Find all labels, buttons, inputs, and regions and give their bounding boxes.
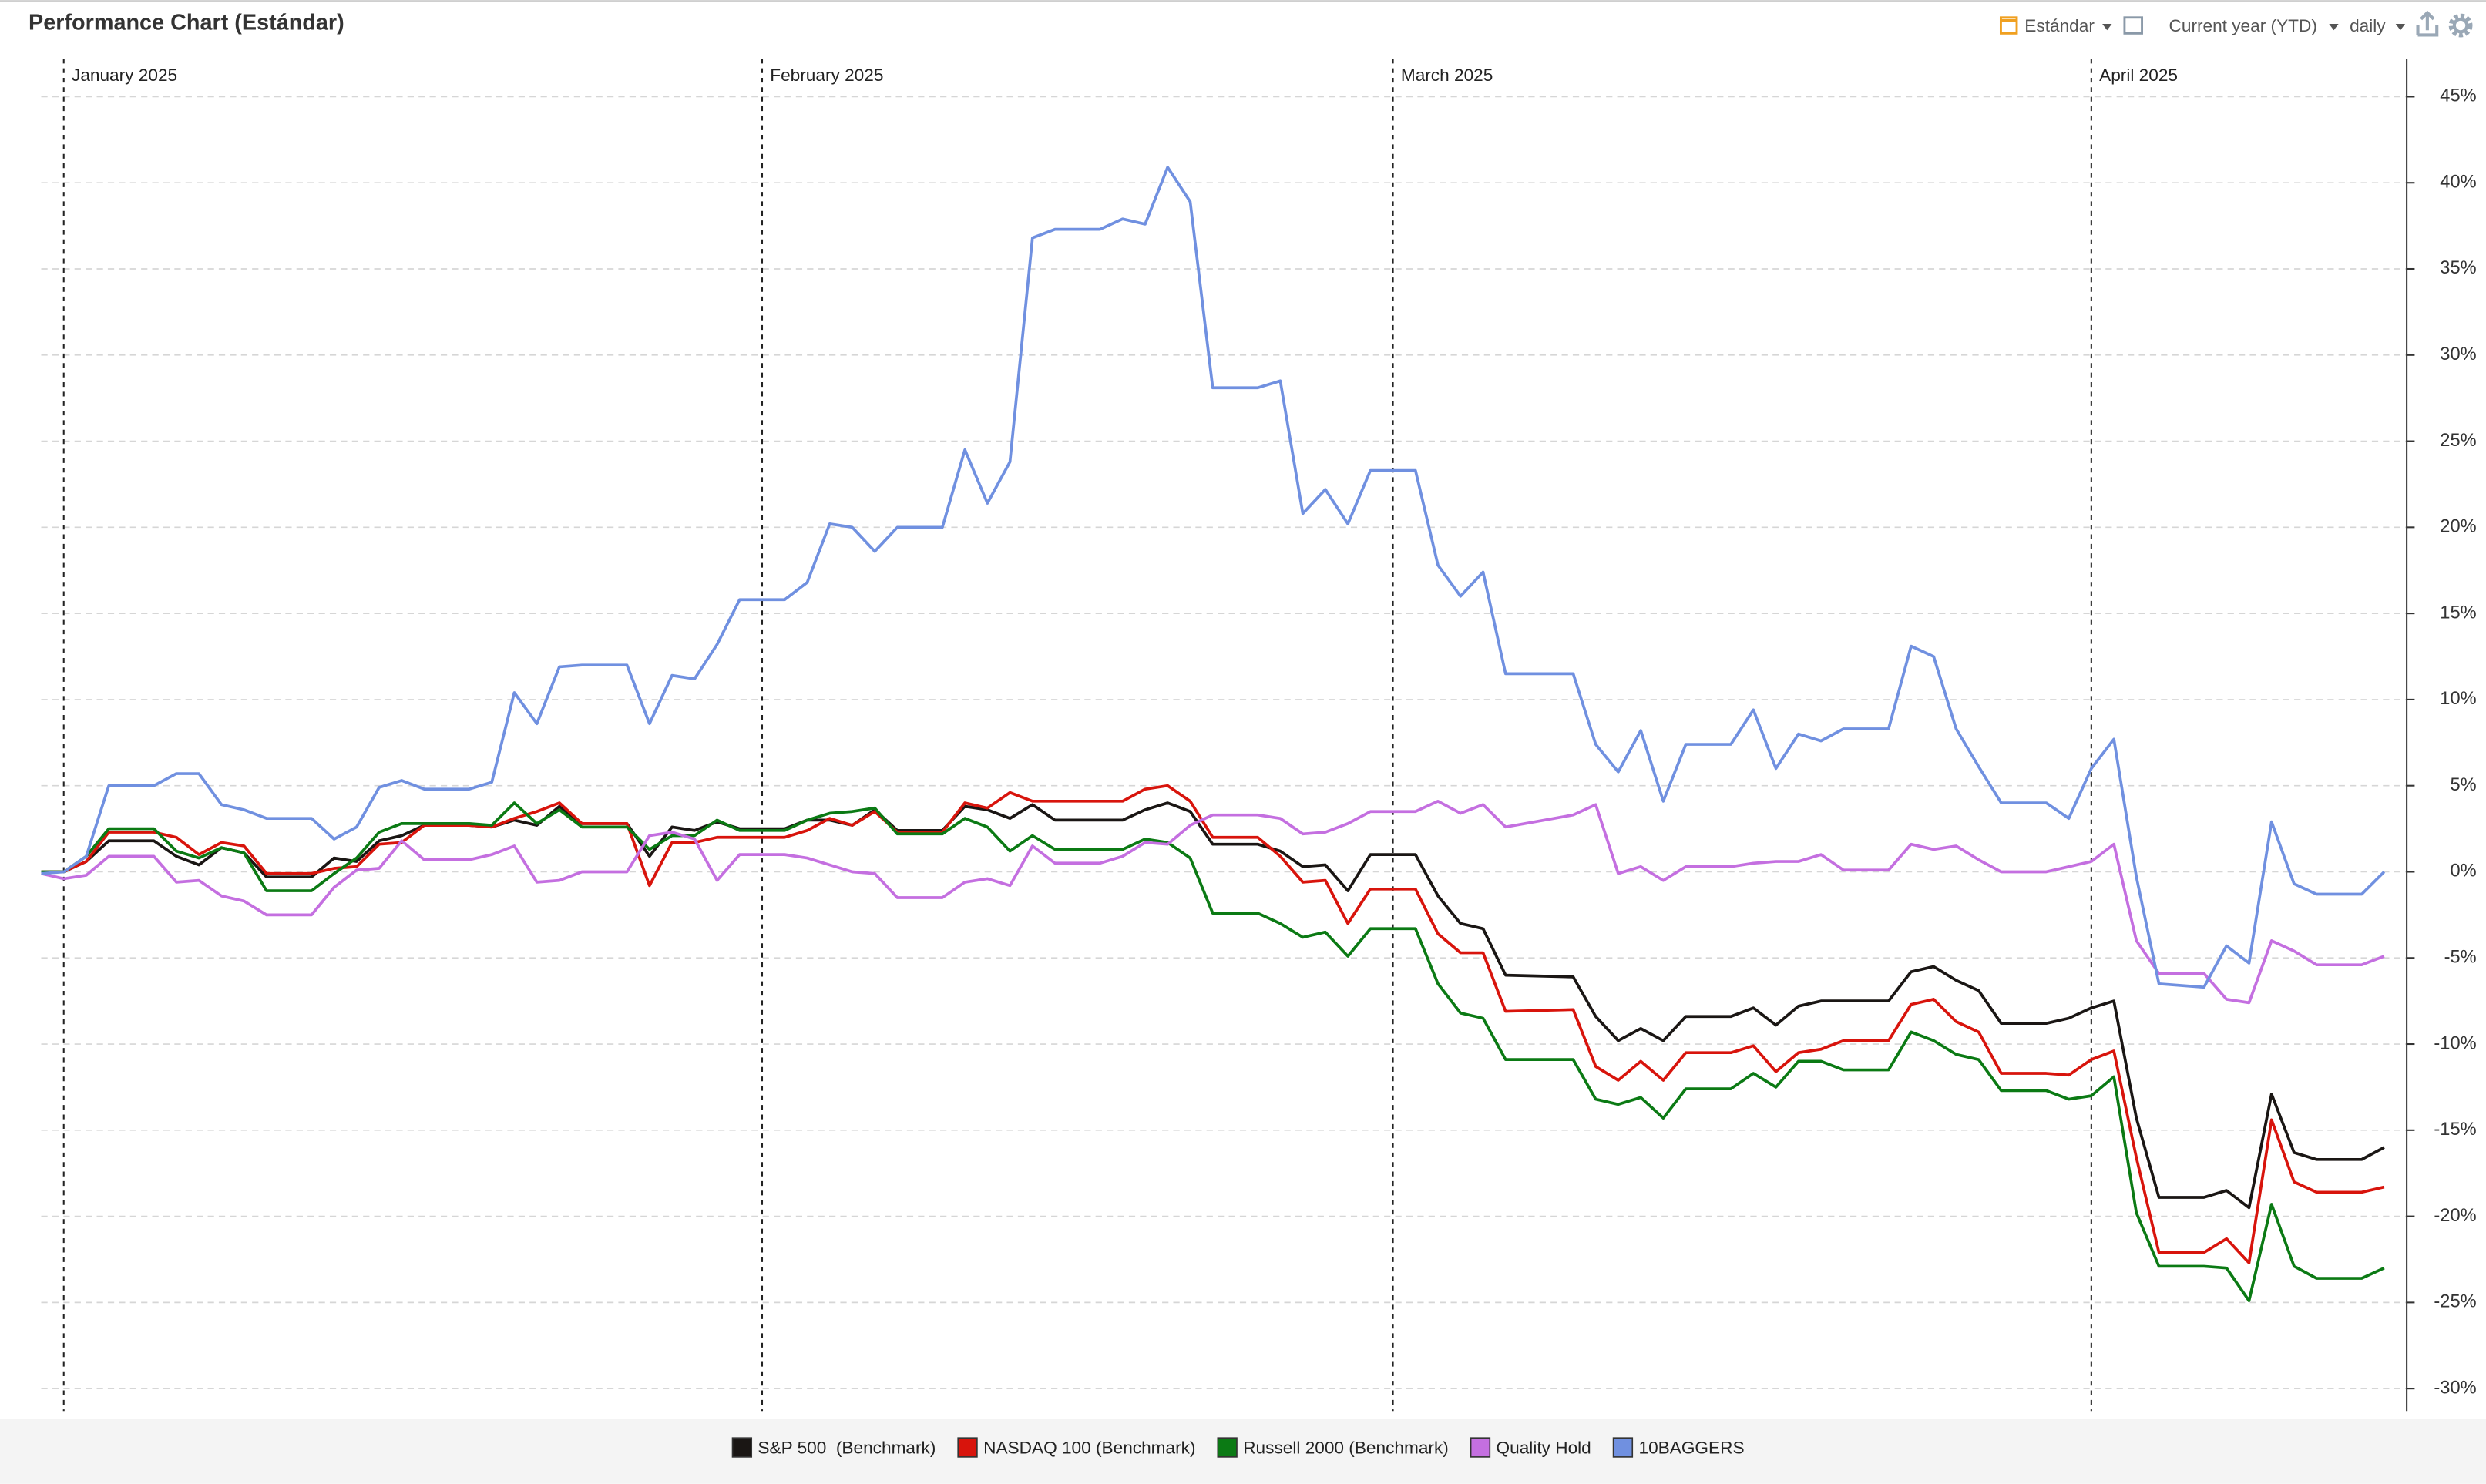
x-tick-label: April 2025 xyxy=(2099,65,2178,85)
view-label: Estándar xyxy=(2024,16,2095,35)
gear-teeth xyxy=(2448,13,2473,38)
legend-label: Russell 2000 (Benchmark) xyxy=(1243,1439,1449,1458)
legend-label: 10BAGGERS xyxy=(1638,1439,1744,1458)
y-tick-label: 15% xyxy=(2440,603,2476,623)
dropdown-caret xyxy=(2329,23,2339,31)
y-tick-label: -10% xyxy=(2434,1033,2476,1053)
series-line xyxy=(41,801,2385,1303)
series-lines xyxy=(41,166,2386,1303)
y-tick-label: 45% xyxy=(2440,86,2476,106)
export-icon[interactable] xyxy=(2416,10,2439,37)
period-label: Current year (YTD) xyxy=(2169,16,2317,35)
y-tick-label: -15% xyxy=(2434,1120,2476,1140)
settings-icon[interactable] xyxy=(2448,13,2473,38)
period-icon xyxy=(2123,16,2143,35)
grid: January 2025 February 2025 March 2025 April… xyxy=(41,59,2407,1412)
period-selector[interactable]: Current year (YTD) xyxy=(2123,16,2339,35)
calendar-icon xyxy=(1999,16,2018,35)
interval-selector[interactable]: daily xyxy=(2350,16,2406,35)
y-tick-label: -25% xyxy=(2434,1292,2476,1312)
series-line xyxy=(41,784,2385,1264)
y-tick-label: -5% xyxy=(2444,948,2477,968)
legend-swatch xyxy=(1217,1437,1238,1458)
legend-swatch xyxy=(957,1437,978,1458)
x-tick-label: January 2025 xyxy=(72,65,177,85)
legend-swatch xyxy=(1612,1437,1634,1458)
dropdown-caret xyxy=(2395,23,2406,31)
y-tick-label: -30% xyxy=(2434,1378,2476,1398)
y-tick-label: 10% xyxy=(2440,689,2476,709)
legend-label: S&P 500 (Benchmark) xyxy=(758,1439,936,1458)
view-selector[interactable]: Estándar xyxy=(1999,16,2112,35)
x-tick-label: February 2025 xyxy=(770,65,883,85)
y-tick-label: -20% xyxy=(2434,1206,2476,1226)
series-line xyxy=(41,166,2386,989)
y-tick-label: 35% xyxy=(2440,258,2476,278)
y-tick-label: 0% xyxy=(2450,861,2476,881)
y-tick-label: 5% xyxy=(2450,775,2476,795)
interval-label: daily xyxy=(2350,16,2386,35)
series-line xyxy=(41,801,2385,1210)
legend-swatch xyxy=(731,1437,753,1458)
chart-title: Performance Chart (Estándar) xyxy=(29,11,344,35)
y-tick-label: 40% xyxy=(2440,172,2476,192)
legend-label: NASDAQ 100 (Benchmark) xyxy=(983,1439,1195,1458)
legend: S&P 500 (Benchmark) NASDAQ 100 (Benchmark… xyxy=(731,1437,1745,1458)
gear-ring xyxy=(2452,17,2469,34)
series-line xyxy=(41,799,2385,1005)
y-tick-label: 30% xyxy=(2440,344,2476,364)
y-tick-label: 25% xyxy=(2440,431,2476,451)
legend-label: Quality Hold xyxy=(1497,1439,1591,1458)
y-axis: -30% -25% -20% -15% -10% -5% 0% 5% 10% 15% 20% 25% 3… xyxy=(2406,59,2477,1412)
dropdown-caret xyxy=(2102,23,2112,31)
x-tick-label: March 2025 xyxy=(1401,65,1493,85)
legend-swatch xyxy=(1470,1437,1491,1458)
toolbar: Estándar Current year (YTD) daily xyxy=(1999,10,2473,38)
y-tick-label: 20% xyxy=(2440,517,2476,537)
legend-bar xyxy=(0,1419,2486,1484)
